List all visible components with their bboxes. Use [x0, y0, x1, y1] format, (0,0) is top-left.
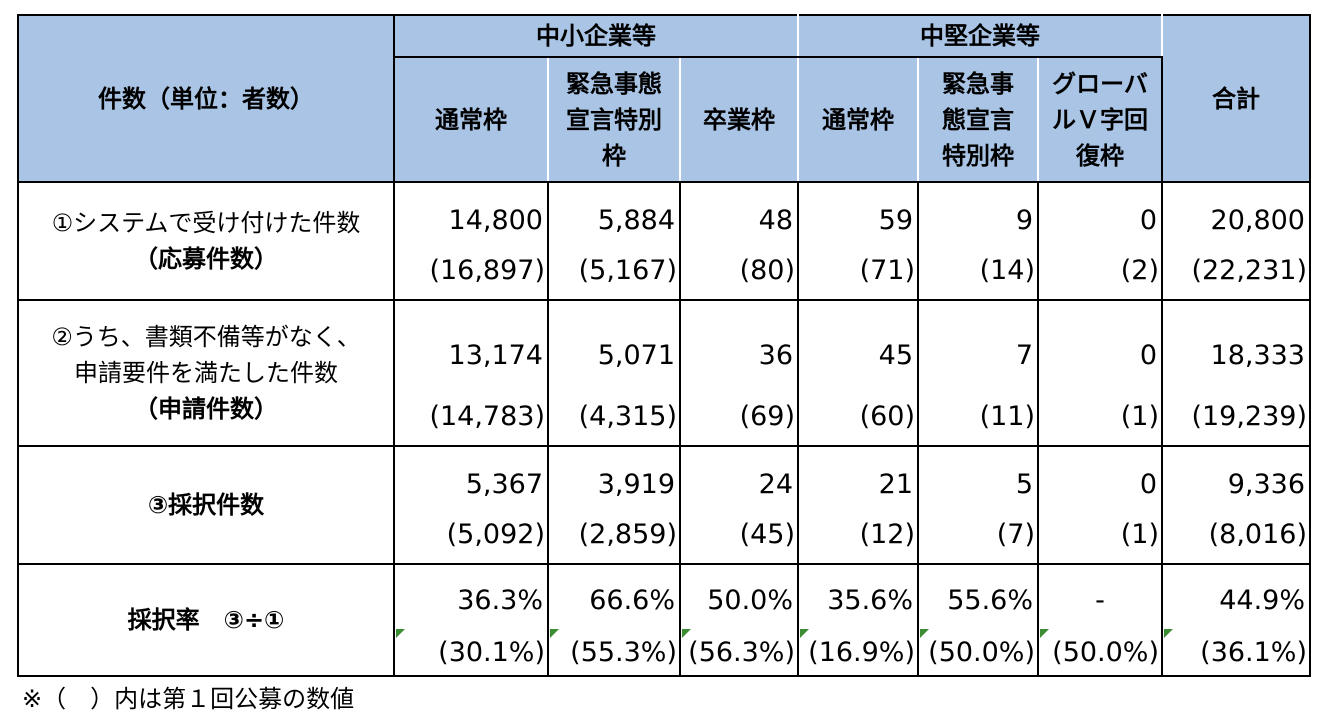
- error-flag-icon: [396, 629, 405, 638]
- error-flag-icon: [800, 629, 809, 638]
- total-cell: 44.9% (36.1%): [1161, 563, 1311, 677]
- error-flag-icon: [1164, 629, 1173, 638]
- value-cell: 48 (80): [679, 181, 799, 301]
- error-flag-icon: [1040, 629, 1049, 638]
- value-cell: 36.3% (30.1%): [393, 563, 549, 677]
- value-cell: 13,174 (14,783): [393, 299, 549, 447]
- value-cell: 21 (12): [797, 445, 919, 565]
- row-label-submissions: ②うち、書類不備等がなく、 申請要件を満たした件数 （申請件数）: [17, 299, 395, 447]
- header-total: 合計: [1161, 14, 1311, 183]
- value-cell: 66.6% (55.3%): [547, 563, 681, 677]
- total-cell: 18,333 (19,239): [1161, 299, 1311, 447]
- col-mid-regular: 通常枠: [797, 56, 919, 183]
- value-cell: - (50.0%): [1037, 563, 1163, 677]
- value-cell: 14,800 (16,897): [393, 181, 549, 301]
- value-cell: 7 (11): [917, 299, 1039, 447]
- value-cell: 36 (69): [679, 299, 799, 447]
- value-cell: 5,884 (5,167): [547, 181, 681, 301]
- footnote: ※（ ）内は第１回公募の数値: [22, 685, 355, 713]
- value-cell: 9 (14): [917, 181, 1039, 301]
- row-label-adoption-rate: 採択率 ③÷①: [17, 563, 395, 677]
- col-sme-emergency: 緊急事態宣言特別枠: [547, 56, 681, 183]
- col-mid-emergency: 緊急事態宣言特別枠: [917, 56, 1039, 183]
- value-cell: 5,071 (4,315): [547, 299, 681, 447]
- value-cell: 55.6% (50.0%): [917, 563, 1039, 677]
- col-sme-graduation: 卒業枠: [679, 56, 799, 183]
- row-label-applications: ①システムで受け付けた件数 （応募件数）: [17, 181, 395, 301]
- value-cell: 59 (71): [797, 181, 919, 301]
- group-sme-header: 中小企業等: [393, 14, 799, 58]
- row-label-adoptions: ③採択件数: [17, 445, 395, 565]
- group-mid-header: 中堅企業等: [797, 14, 1163, 58]
- header-corner: 件数（単位：者数）: [17, 14, 395, 183]
- value-cell: 24 (45): [679, 445, 799, 565]
- col-sme-regular: 通常枠: [393, 56, 549, 183]
- error-flag-icon: [550, 629, 559, 638]
- value-cell: 5 (7): [917, 445, 1039, 565]
- results-table: 件数（単位：者数） 中小企業等 中堅企業等 合計 通常枠 緊急事態宣言特別枠 卒…: [17, 14, 1311, 677]
- value-cell: 0 (1): [1037, 299, 1163, 447]
- value-cell: 0 (2): [1037, 181, 1163, 301]
- total-cell: 9,336 (8,016): [1161, 445, 1311, 565]
- total-cell: 20,800 (22,231): [1161, 181, 1311, 301]
- error-flag-icon: [682, 629, 691, 638]
- error-flag-icon: [920, 629, 929, 638]
- value-cell: 50.0% (56.3%): [679, 563, 799, 677]
- value-cell: 3,919 (2,859): [547, 445, 681, 565]
- value-cell: 0 (1): [1037, 445, 1163, 565]
- col-mid-global-v: グローバルＶ字回復枠: [1037, 56, 1163, 183]
- value-cell: 35.6% (16.9%): [797, 563, 919, 677]
- value-cell: 5,367 (5,092): [393, 445, 549, 565]
- value-cell: 45 (60): [797, 299, 919, 447]
